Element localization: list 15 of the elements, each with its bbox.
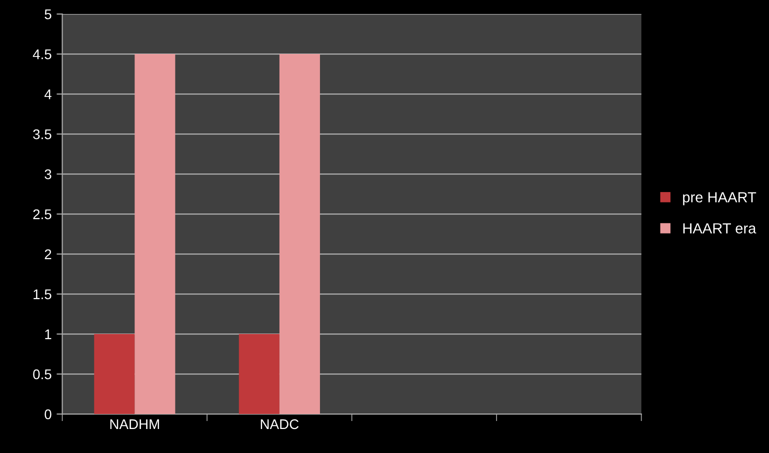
y-tick-label: 4.5 bbox=[32, 50, 52, 60]
y-tick-label: 0.5 bbox=[33, 369, 52, 380]
y-tick-label: 3.5 bbox=[33, 129, 52, 140]
y-tick-label: 0 bbox=[44, 409, 52, 420]
y-tick-label: 3 bbox=[44, 169, 52, 180]
y-tick-label: 4 bbox=[44, 90, 52, 100]
x-tick-label: NADHM bbox=[110, 419, 159, 429]
y-tick-label: 2 bbox=[44, 249, 52, 260]
y-tick-label: 1 bbox=[45, 330, 52, 340]
legend-label: pre HAART bbox=[683, 192, 756, 206]
y-tick-label: 5 bbox=[44, 10, 52, 20]
legend-label: HAART era bbox=[683, 223, 756, 234]
x-tick-label: NADC bbox=[260, 419, 299, 430]
y-tick-label: 2.5 bbox=[33, 209, 52, 220]
y-tick-label: 1.5 bbox=[34, 290, 52, 300]
